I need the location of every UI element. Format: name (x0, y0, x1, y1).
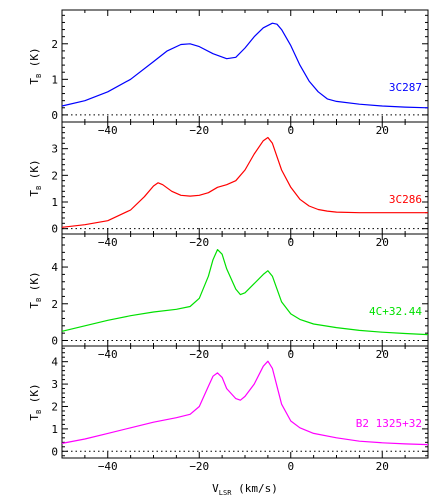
x-tick-label: 20 (376, 348, 389, 361)
x-tick-label: 20 (376, 236, 389, 249)
x-tick-label: −20 (189, 124, 209, 137)
panel-3: −40 −20 0 20 0 2 4 TB (K) 4C+32.44 (28, 233, 429, 361)
panel-frame (61, 233, 429, 347)
series-line-1 (61, 22, 429, 109)
source-label: 3C286 (389, 193, 422, 206)
x-tick-label: 0 (287, 124, 294, 137)
source-label: 3C287 (389, 81, 422, 94)
y-tick-label: 2 (51, 298, 58, 311)
y-tick-label: 2 (51, 400, 58, 413)
source-label: B2 1325+32 (356, 417, 422, 430)
y-axis-label: TB (K) (28, 159, 43, 196)
panel-frame (61, 121, 429, 235)
x-tick-label: −20 (189, 236, 209, 249)
x-tick-label: 0 (287, 236, 294, 249)
series-line-3 (61, 249, 429, 336)
y-tick-label: 2 (51, 169, 58, 182)
panel-frame (61, 345, 429, 459)
x-axis-label: VLSR (km/s) (212, 482, 278, 497)
y-tick-label: 3 (51, 143, 58, 156)
x-tick-label: −40 (98, 124, 118, 137)
y-tick-label: 0 (51, 334, 58, 347)
source-label: 4C+32.44 (369, 305, 422, 318)
y-tick-label: 4 (51, 356, 58, 369)
y-tick-label: 0 (51, 109, 58, 122)
y-tick-label: 2 (51, 38, 58, 51)
y-tick-label: 0 (51, 445, 58, 458)
y-tick-label: 4 (51, 261, 58, 274)
y-tick-label: 1 (51, 196, 58, 209)
x-tick-label: −40 (98, 348, 118, 361)
x-tick-label: −20 (189, 348, 209, 361)
series-line-2 (61, 136, 428, 228)
y-tick-label: 1 (51, 73, 58, 86)
x-tick-label: 20 (376, 460, 389, 473)
x-tick-label: 0 (287, 348, 294, 361)
x-tick-label: 0 (287, 460, 294, 473)
x-tick-label: −20 (189, 460, 209, 473)
series-line-4 (61, 360, 429, 446)
y-tick-label: 0 (51, 223, 58, 236)
x-tick-label: −40 (98, 460, 118, 473)
x-tick-label: −40 (98, 236, 118, 249)
y-tick-label: 1 (51, 423, 58, 436)
y-axis-label: TB (K) (28, 271, 43, 308)
panel-1: −40 −20 0 20 0 1 2 TB (K) 3C287 (28, 9, 429, 137)
panel-2: −40 −20 0 20 0 1 2 3 TB (K) 3C286 (28, 121, 429, 249)
y-axis-label: TB (K) (28, 47, 43, 84)
y-axis-label: TB (K) (28, 383, 43, 420)
x-tick-label: 20 (376, 124, 389, 137)
y-tick-label: 3 (51, 378, 58, 391)
panel-4: −40 −20 0 20 0 1 2 3 4 TB (K) B2 1325+32 VLSR (km/s… (28, 345, 429, 497)
